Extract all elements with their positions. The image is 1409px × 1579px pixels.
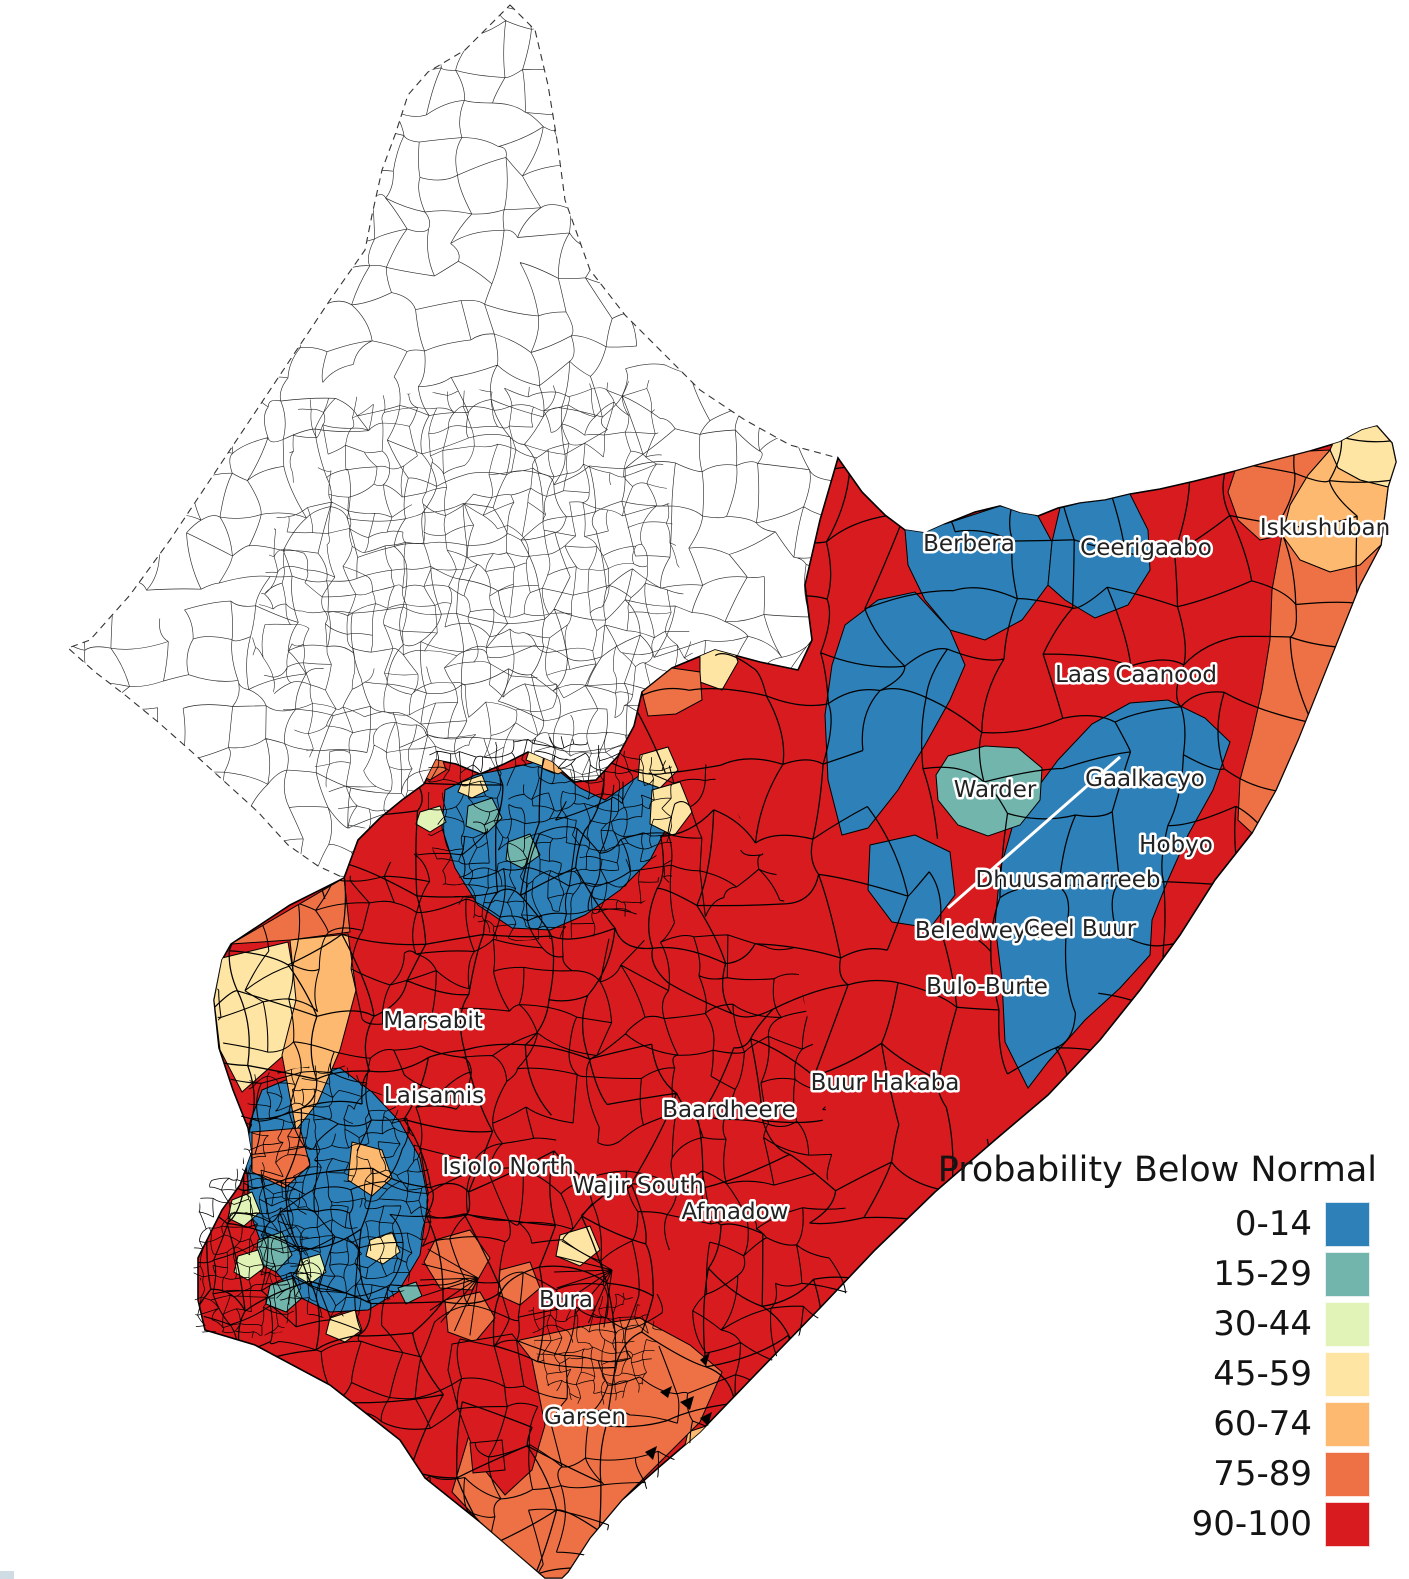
map-label: Buur Hakaba [811, 1070, 960, 1096]
map-label: Bura [539, 1287, 593, 1313]
map-label: Berbera [923, 531, 1015, 557]
map-region [505, 833, 541, 869]
map-region [994, 699, 1231, 1089]
map-label: Hobyo [1139, 832, 1213, 858]
map-region [935, 745, 1043, 837]
map-region [230, 877, 351, 945]
map-label: Laisamis [384, 1083, 484, 1109]
map-region [397, 1281, 423, 1305]
map-label: Iskushuban [1260, 515, 1390, 541]
map-region [497, 1261, 541, 1306]
map-label: Bulo-Burte [926, 974, 1048, 1000]
map-label: Afmadow [682, 1199, 789, 1225]
map-label: Isiolo North [442, 1154, 573, 1180]
map-region [637, 746, 679, 789]
map-label: Ceerigaabo [1080, 535, 1212, 561]
map-label: Gaalkacyo [1085, 766, 1205, 792]
water-inlet [680, 1396, 694, 1410]
map-region [641, 667, 703, 717]
water-inlet [660, 1386, 672, 1398]
map-region [1227, 449, 1332, 541]
map-region [213, 941, 299, 1093]
water-inlet [645, 1446, 657, 1460]
map-region [824, 591, 966, 836]
fan-boundaries [420, 1240, 613, 1336]
corner-sliver [0, 1571, 14, 1579]
map-label: Dhuusamarreeb [976, 867, 1161, 893]
white-boundary-line [947, 755, 1121, 910]
map-region [444, 1291, 496, 1343]
map-label: Garsen [544, 1404, 626, 1430]
map-region [867, 834, 956, 929]
region-unshaded-ethiopia [68, 5, 838, 878]
map-label: Marsabit [383, 1008, 482, 1034]
map-label: Laas Caanood [1055, 662, 1217, 688]
map-region [649, 781, 693, 837]
country-boundary-dashed [66, 4, 839, 879]
map-label: Beledweyne [915, 918, 1055, 944]
map-label: Baardheere [662, 1097, 796, 1123]
map-label: Wajir South [572, 1173, 704, 1199]
map-region [233, 1249, 265, 1281]
map-label: Warder [954, 777, 1037, 803]
map-region [465, 797, 503, 835]
map-region [1237, 533, 1382, 834]
water-inlet [700, 1412, 712, 1426]
district-mesh [424, 736, 672, 942]
water-inlet [700, 1352, 710, 1366]
map-label: Ceel Buur [1024, 916, 1137, 942]
map-region [447, 1333, 546, 1496]
